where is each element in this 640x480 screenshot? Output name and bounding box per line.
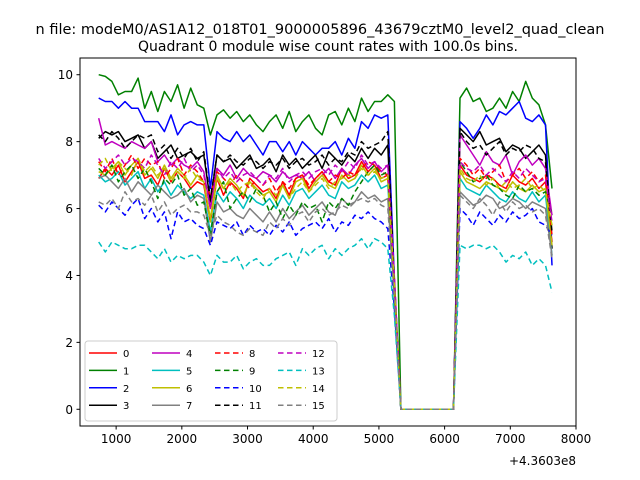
series-line-5 (98, 170, 553, 411)
series-line-13 (98, 237, 553, 411)
legend-label-15: 15 (312, 401, 325, 412)
chart-title: Quadrant 0 module wise count rates with … (138, 39, 518, 55)
series-line-11 (98, 130, 553, 411)
legend-label-6: 6 (186, 384, 192, 395)
legend-label-14: 14 (312, 384, 325, 395)
y-tick-label: 8 (65, 135, 73, 149)
legend-label-13: 13 (312, 366, 325, 377)
legend-label-7: 7 (186, 401, 192, 412)
x-tick-label: 1000 (101, 432, 132, 446)
legend-label-5: 5 (186, 366, 192, 377)
x-tick-label: 4000 (298, 432, 329, 446)
x-tick-label: 6000 (429, 432, 460, 446)
y-tick-label: 4 (65, 269, 73, 283)
legend-label-1: 1 (123, 366, 129, 377)
legend-label-12: 12 (312, 349, 325, 360)
series-line-15 (98, 191, 553, 411)
figure-suptitle: n file: modeM0/AS1A12_018T01_9000005896_… (36, 22, 605, 38)
series-line-6 (98, 157, 553, 411)
y-tick-label: 0 (65, 403, 73, 417)
series-line-14 (98, 157, 553, 411)
legend-label-8: 8 (249, 349, 255, 360)
legend-label-3: 3 (123, 401, 129, 412)
axes-frame (79, 57, 577, 427)
x-tick-label: 5000 (364, 432, 395, 446)
x-axis-offset-label: +4.3603e8 (509, 454, 576, 468)
series-line-7 (98, 174, 553, 411)
series-line-3 (98, 127, 553, 411)
legend-frame (84, 340, 338, 422)
series-line-8 (98, 154, 553, 411)
series-line-2 (98, 97, 553, 411)
y-tick-label: 2 (65, 336, 73, 350)
legend-label-0: 0 (123, 349, 129, 360)
legend-label-2: 2 (123, 384, 129, 395)
x-tick-label: 7000 (495, 432, 526, 446)
legend-label-9: 9 (249, 366, 255, 377)
x-axis: 1000 2000 3000 4000 5000 6000 7000 8000 (101, 426, 591, 446)
y-tick-label: 6 (65, 202, 73, 216)
plot-series (97, 73, 553, 411)
y-tick-label: 10 (58, 68, 73, 82)
legend-label-10: 10 (249, 384, 262, 395)
legend-label-11: 11 (249, 401, 262, 412)
series-line-10 (98, 197, 553, 411)
series-line-1 (98, 73, 553, 411)
series-line-9 (98, 160, 553, 411)
x-tick-label: 2000 (167, 432, 198, 446)
legend-label-4: 4 (186, 349, 192, 360)
series-line-12 (98, 154, 553, 411)
x-tick-label: 8000 (561, 432, 592, 446)
x-tick-label: 3000 (232, 432, 263, 446)
y-axis: 0 2 4 6 8 10 (58, 68, 80, 417)
